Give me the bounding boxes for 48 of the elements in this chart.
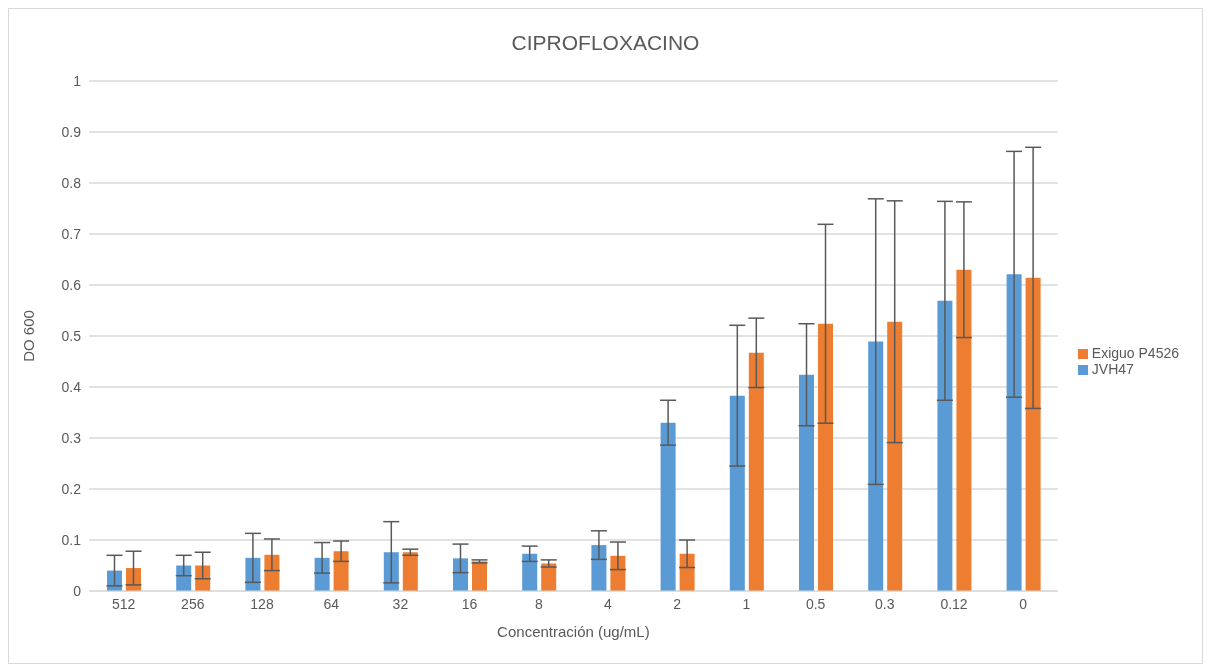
y-axis-title: DO 600 <box>20 310 38 362</box>
y-tick-label: 0.8 <box>61 174 82 191</box>
bar <box>937 300 953 591</box>
y-tick-label: 0.9 <box>61 123 82 140</box>
x-tick-label: 0.12 <box>940 595 968 612</box>
bar <box>591 545 607 591</box>
x-tick-label: 64 <box>323 595 340 612</box>
bar <box>660 422 676 591</box>
x-tick-label: 1 <box>742 595 751 612</box>
y-tick-label: 0.5 <box>61 327 82 344</box>
bar <box>956 269 972 591</box>
y-tick-label: 0.2 <box>61 480 82 497</box>
bar <box>1025 277 1041 591</box>
bar <box>453 558 468 591</box>
x-axis-title: Concentración (ug/mL) <box>497 623 650 640</box>
x-tick-label: 512 <box>111 595 136 612</box>
y-tick-label: 0.6 <box>61 276 82 293</box>
y-tick-label: 0.1 <box>61 531 82 548</box>
bar <box>522 553 538 591</box>
x-tick-label: 0.5 <box>805 595 826 612</box>
x-tick-label: 4 <box>604 595 613 612</box>
x-tick-label: 8 <box>534 595 543 612</box>
bar <box>1006 274 1022 591</box>
bar <box>541 563 557 591</box>
x-tick-label: 2 <box>673 595 682 612</box>
bar <box>868 341 884 591</box>
legend-label: Exiguo P4526 <box>1091 345 1179 361</box>
bar <box>729 395 745 591</box>
y-tick-label: 0 <box>73 582 82 599</box>
bar <box>472 561 487 591</box>
bar <box>333 551 349 591</box>
y-tick-label: 1 <box>73 72 82 89</box>
bar <box>402 552 418 591</box>
y-tick-label: 0.4 <box>61 378 82 395</box>
x-tick-label: 128 <box>250 595 274 612</box>
legend-label: JVH47 <box>1091 361 1134 377</box>
y-tick-label: 0.3 <box>61 429 82 446</box>
x-tick-label: 256 <box>181 595 205 612</box>
bar <box>887 321 903 591</box>
bar <box>748 352 764 591</box>
x-tick-label: 0 <box>1019 595 1028 612</box>
x-tick-label: 16 <box>461 595 478 612</box>
x-tick-label: 0.3 <box>875 595 895 612</box>
chart-title: CIPROFLOXACINO <box>510 30 701 56</box>
y-tick-label: 0.7 <box>61 225 82 242</box>
x-tick-label: 32 <box>392 595 409 612</box>
bar <box>799 374 815 591</box>
bar <box>818 323 834 591</box>
